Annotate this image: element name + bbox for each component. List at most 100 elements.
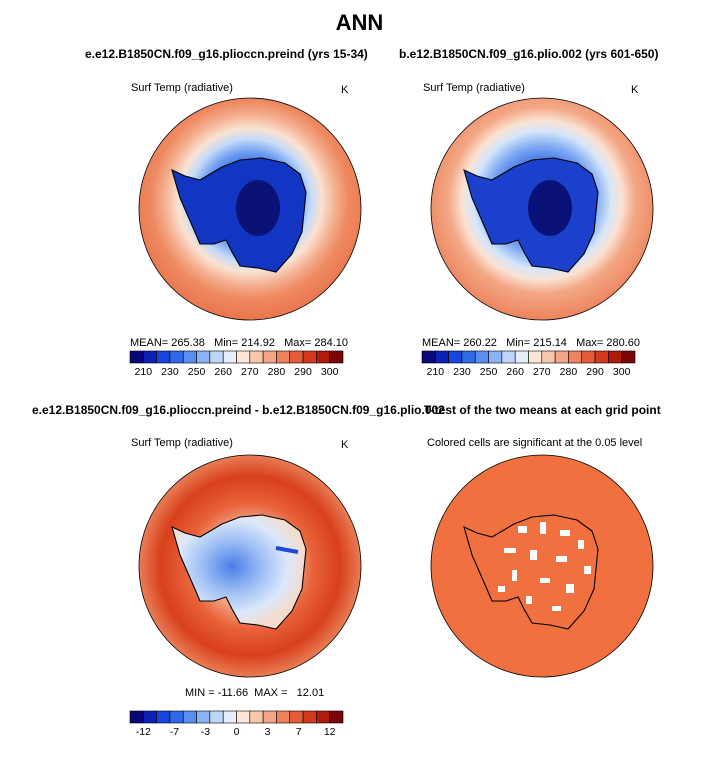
panel3-variable-label: Surf Temp (radiative) <box>131 437 233 449</box>
panel2-title: b.e12.B1850CN.f09_g16.plio.002 (yrs 601-… <box>399 47 659 61</box>
panel3-title: e.e12.B1850CN.f09_g16.plioccn.preind - b… <box>32 403 445 417</box>
panel2-colorbar-tick-label: 210 <box>427 366 445 378</box>
panel2-units-label: K <box>631 84 639 96</box>
panel3-colorbar-tick-label: -7 <box>170 726 179 738</box>
panel2-map <box>430 97 654 321</box>
panel1-colorbar-swatch <box>222 350 237 364</box>
panel2-stats: MEAN= 260.22 Min= 215.14 Max= 280.60 <box>422 337 640 349</box>
panel2-colorbar-swatch <box>474 350 489 364</box>
panel2-colorbar: 210 230 250 260 270 280 290 300 <box>421 350 636 378</box>
panel1-colorbar-tick-label: 290 <box>294 366 312 378</box>
panel1-units-label: K <box>341 84 349 96</box>
panel2-colorbar-tick-label: 270 <box>533 366 551 378</box>
panel3-colorbar-tick-label: 3 <box>265 726 271 738</box>
panel3-colorbar-tick-label: -12 <box>136 726 151 738</box>
panel1-colorbar-swatch <box>289 350 304 364</box>
panel2-colorbar-swatch <box>528 350 543 364</box>
panel4-title: T-test of the two means at each grid poi… <box>424 403 661 417</box>
panel3-colorbar-swatch <box>329 710 344 724</box>
panel1-colorbar-swatch <box>209 350 224 364</box>
panel2-colorbar-swatch <box>514 350 529 364</box>
panel1-colorbar-tick-label: 270 <box>241 366 259 378</box>
panel3-map <box>138 454 362 678</box>
panel3-colorbar-swatch <box>143 710 157 724</box>
panel1-colorbar-swatch <box>249 350 264 364</box>
panel2-colorbar-swatch <box>541 350 556 364</box>
panel3-colorbar-swatch <box>236 710 251 724</box>
panel1-colorbar-swatch <box>182 350 197 364</box>
panel3-colorbar-swatch <box>209 710 224 724</box>
panel3-colorbar-swatch <box>276 710 291 724</box>
panel2-colorbar-swatch <box>581 350 596 364</box>
panel3-colorbar-swatch <box>196 710 211 724</box>
panel2-colorbar-tick-label: 300 <box>613 366 631 378</box>
panel1-colorbar-tick-label: 260 <box>214 366 232 378</box>
panel2-colorbar-swatch <box>488 350 503 364</box>
panel1-colorbar-swatch <box>156 350 171 364</box>
panel2-colorbar-swatch <box>448 350 463 364</box>
panel1-colorbar: 210 230 250 260 270 280 290 300 <box>129 350 344 378</box>
panel3-colorbar-swatch <box>182 710 197 724</box>
panel1-stats: MEAN= 265.38 Min= 214.92 Max= 284.10 <box>130 337 348 349</box>
panel3-colorbar-tick-label: 7 <box>296 726 302 738</box>
panel1-map <box>138 97 362 321</box>
panel2-colorbar-swatch <box>594 350 609 364</box>
panel4-antarctica-coastline <box>463 514 599 630</box>
panel4-nonsignificant-cells <box>498 522 591 611</box>
panel3-colorbar-tick-label: 12 <box>324 726 336 738</box>
panel1-colorbar-swatch <box>316 350 330 364</box>
panel4-map <box>430 454 654 678</box>
panel3-colorbar-swatch <box>129 710 144 724</box>
panel3-units-label: K <box>341 439 349 451</box>
panel3-colorbar-swatch <box>316 710 330 724</box>
panel1-colorbar-swatch <box>169 350 184 364</box>
panel2-ice-core <box>528 180 572 236</box>
panel3-colorbar-swatch <box>289 710 304 724</box>
panel1-colorbar-tick-label: 250 <box>188 366 206 378</box>
panel1-colorbar-tick-label: 300 <box>321 366 339 378</box>
panel3-colorbar-tick-label: -3 <box>201 726 210 738</box>
panel1-colorbar-swatch <box>302 350 317 364</box>
panel1-colorbar-swatch <box>276 350 291 364</box>
panel3-colorbar-swatch <box>302 710 317 724</box>
panel1-title: e.e12.B1850CN.f09_g16.plioccn.preind (yr… <box>85 47 368 61</box>
panel2-colorbar-swatch <box>568 350 583 364</box>
panel3-colorbar: -12 -7 -3 0 3 7 12 <box>129 710 344 738</box>
panel2-colorbar-tick-label: 250 <box>480 366 498 378</box>
panel1-colorbar-swatch <box>329 350 344 364</box>
panel3-colorbar-swatch <box>249 710 264 724</box>
panel2-colorbar-swatch <box>554 350 569 364</box>
panel1-colorbar-tick-label: 210 <box>135 366 153 378</box>
panel3-antarctica-coastline <box>171 514 307 630</box>
panel2-colorbar-tick-label: 280 <box>560 366 578 378</box>
figure-title: ANN <box>335 10 384 35</box>
panel2-colorbar-tick-label: 290 <box>586 366 604 378</box>
panel3-colorbar-swatch <box>156 710 171 724</box>
panel3-colorbar-tick-label: 0 <box>234 726 240 738</box>
panel1-colorbar-swatch <box>143 350 157 364</box>
panel2-variable-label: Surf Temp (radiative) <box>423 82 525 94</box>
panel4-subtitle: Colored cells are significant at the 0.0… <box>427 437 643 449</box>
panel2-colorbar-tick-label: 260 <box>506 366 524 378</box>
panel1-colorbar-swatch <box>196 350 211 364</box>
panel2-colorbar-swatch <box>435 350 449 364</box>
panel2-colorbar-swatch <box>461 350 476 364</box>
panel2-colorbar-swatch <box>501 350 516 364</box>
panel3-colorbar-swatch <box>222 710 237 724</box>
panel2-colorbar-tick-label: 230 <box>453 366 471 378</box>
panel1-ice-core <box>236 180 280 236</box>
panel3-negative-anomaly-streak <box>275 546 299 554</box>
panel3-colorbar-swatch <box>169 710 184 724</box>
panel1-colorbar-swatch <box>236 350 251 364</box>
panel2-colorbar-swatch <box>421 350 436 364</box>
panel3-stats: MIN = -11.66 MAX = 12.01 <box>185 687 325 699</box>
panel1-colorbar-swatch <box>262 350 277 364</box>
panel1-colorbar-tick-label: 280 <box>268 366 286 378</box>
panel1-variable-label: Surf Temp (radiative) <box>131 82 233 94</box>
panel2-colorbar-swatch <box>621 350 636 364</box>
panel1-colorbar-swatch <box>129 350 144 364</box>
panel2-colorbar-swatch <box>608 350 622 364</box>
panel1-colorbar-tick-label: 230 <box>161 366 179 378</box>
panel3-colorbar-swatch <box>262 710 277 724</box>
